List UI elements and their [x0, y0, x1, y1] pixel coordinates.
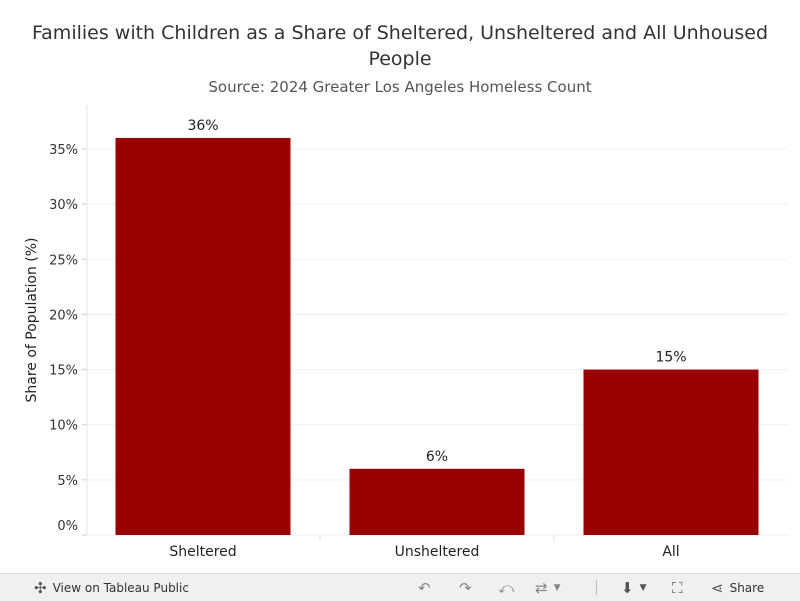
chart-subtitle: Source: 2024 Greater Los Angeles Homeles…	[208, 78, 592, 96]
y-tick-label: 15%	[49, 364, 78, 379]
y-tick-label: 25%	[49, 253, 78, 268]
download-icon: ⬇	[621, 579, 634, 597]
data-label: 15%	[655, 350, 686, 366]
share-label: Share	[729, 581, 765, 595]
bar-chart: 36% 6% 15% 0% 5% 10% 15% 20% 25% 30% 35% Sheltered…	[24, 105, 788, 560]
y-tick-label: 35%	[49, 143, 78, 158]
y-tick-label: 0%	[57, 519, 78, 534]
pause-button[interactable]: ⇄ ▼	[535, 579, 561, 597]
y-tick-label: 20%	[49, 308, 78, 323]
y-axis-label: Share of Population (%)	[24, 237, 40, 402]
chevron-down-icon: ▼	[639, 583, 647, 593]
bar-all[interactable]	[583, 369, 759, 535]
bar-unsheltered[interactable]	[349, 468, 525, 535]
revert-button[interactable]: ⤺	[498, 579, 514, 597]
data-label: 36%	[187, 118, 218, 134]
x-tick-label: Sheltered	[169, 544, 236, 560]
fullscreen-icon: ⛶	[672, 579, 683, 597]
refresh-icon: ⇄	[535, 579, 548, 597]
x-tick-label: All	[662, 544, 679, 560]
share-button[interactable]: ⋖ Share	[711, 579, 764, 597]
undo-button[interactable]: ↶	[418, 579, 431, 597]
view-on-tableau-link[interactable]: ✣ View on Tableau Public	[34, 579, 189, 597]
bar-sheltered[interactable]	[115, 137, 291, 535]
undo-icon: ↶	[418, 579, 431, 597]
redo-icon: ↷	[459, 579, 472, 597]
chart-title: Families with Children as a Share of She…	[31, 22, 769, 70]
redo-button[interactable]: ↷	[459, 579, 472, 597]
footer-divider	[596, 580, 597, 595]
x-tick-label: Unsheltered	[395, 544, 480, 560]
data-label: 6%	[426, 449, 448, 465]
y-tick-label: 10%	[49, 419, 78, 434]
fullscreen-button[interactable]: ⛶	[672, 579, 683, 597]
y-tick-label: 30%	[49, 198, 78, 213]
chevron-down-icon: ▼	[553, 583, 561, 593]
y-tick-label: 5%	[57, 474, 78, 489]
share-icon: ⋖	[711, 579, 724, 597]
download-button[interactable]: ⬇ ▼	[621, 579, 647, 597]
tableau-logo-icon: ✣	[34, 579, 47, 597]
tableau-footer: ✣ View on Tableau Public ↶ ↷ ⤺ ⇄ ▼ ⬇ ▼ ⛶ ⋖…	[0, 573, 800, 601]
view-on-tableau-label: View on Tableau Public	[52, 581, 189, 595]
revert-icon: ⤺	[498, 579, 515, 597]
